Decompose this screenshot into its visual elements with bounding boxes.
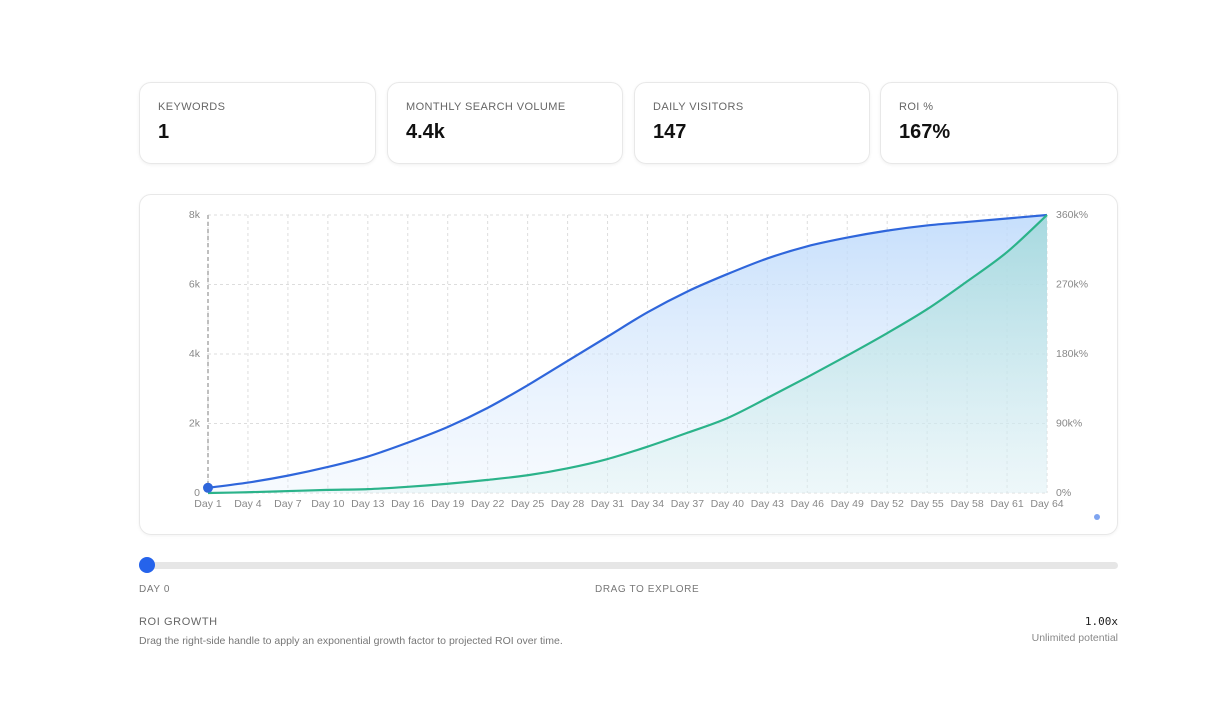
x-tick-label: Day 40 xyxy=(711,498,744,510)
y2-tick-label: 270k% xyxy=(1056,278,1088,290)
x-tick-label: Day 61 xyxy=(990,498,1023,510)
footer-title: ROI GROWTH xyxy=(139,616,218,628)
stat-value: 147 xyxy=(653,121,687,143)
y2-tick-label: 90k% xyxy=(1056,417,1082,429)
x-tick-label: Day 43 xyxy=(751,498,784,510)
y-tick-label: 2k xyxy=(189,417,201,429)
chart-card xyxy=(139,194,1118,535)
stat-value: 4.4k xyxy=(406,121,445,143)
stat-card: MONTHLY SEARCH VOLUME 4.4k xyxy=(387,82,623,164)
x-tick-label: Day 1 xyxy=(194,498,222,510)
x-tick-label: Day 58 xyxy=(950,498,983,510)
x-tick-label: Day 13 xyxy=(351,498,384,510)
stat-label: KEYWORDS xyxy=(158,101,226,113)
x-tick-label: Day 22 xyxy=(471,498,504,510)
x-tick-label: Day 46 xyxy=(791,498,824,510)
y-tick-label: 0 xyxy=(194,487,200,499)
line xyxy=(207,214,1048,495)
y2-tick-label: 180k% xyxy=(1056,348,1088,360)
y-tick-label: 8k xyxy=(189,209,201,221)
x-tick-label: Day 31 xyxy=(591,498,624,510)
x-tick-label: Day 4 xyxy=(234,498,262,510)
x-tick-label: Day 34 xyxy=(631,498,664,510)
stat-card: KEYWORDS 1 xyxy=(139,82,376,164)
x-tick-label: Day 55 xyxy=(911,498,944,510)
x-tick-label: Day 37 xyxy=(671,498,704,510)
growth-factor: 1.00x xyxy=(1084,615,1118,628)
stat-card: DAILY VISITORS 147 xyxy=(634,82,870,164)
x-tick-label: Day 19 xyxy=(431,498,464,510)
stat-card: ROI % 167% xyxy=(880,82,1118,164)
area xyxy=(208,215,1047,493)
cursor-point xyxy=(203,482,213,493)
slider-track[interactable] xyxy=(139,562,1118,569)
slider-handle[interactable] xyxy=(139,557,155,573)
stat-value: 167% xyxy=(899,121,951,143)
x-tick-label: Day 16 xyxy=(391,498,424,510)
x-tick-label: Day 7 xyxy=(274,498,302,510)
y2-tick-label: 360k% xyxy=(1056,209,1088,221)
slider-start: DAY 0 xyxy=(139,584,170,595)
growth-note: Unlimited potential xyxy=(1031,632,1118,644)
decor-dot xyxy=(1094,514,1100,520)
stat-label: ROI % xyxy=(899,101,934,113)
footer-description: Drag the right-side handle to apply an e… xyxy=(139,635,563,647)
x-tick-label: Day 28 xyxy=(551,498,584,510)
x-tick-label: Day 49 xyxy=(831,498,864,510)
stat-label: DAILY VISITORS xyxy=(653,101,744,113)
y2-tick-label: 0% xyxy=(1056,487,1071,499)
slider-hint: DRAG TO EXPLORE xyxy=(595,584,700,595)
y-tick-label: 6k xyxy=(189,278,201,290)
stat-label: MONTHLY SEARCH VOLUME xyxy=(406,101,566,113)
stat-value: 1 xyxy=(158,121,170,143)
y-tick-label: 4k xyxy=(189,348,201,360)
x-tick-label: Day 52 xyxy=(871,498,904,510)
x-tick-label: Day 64 xyxy=(1030,498,1063,510)
x-tick-label: Day 25 xyxy=(511,498,544,510)
x-tick-label: Day 10 xyxy=(311,498,344,510)
line xyxy=(207,213,1048,489)
